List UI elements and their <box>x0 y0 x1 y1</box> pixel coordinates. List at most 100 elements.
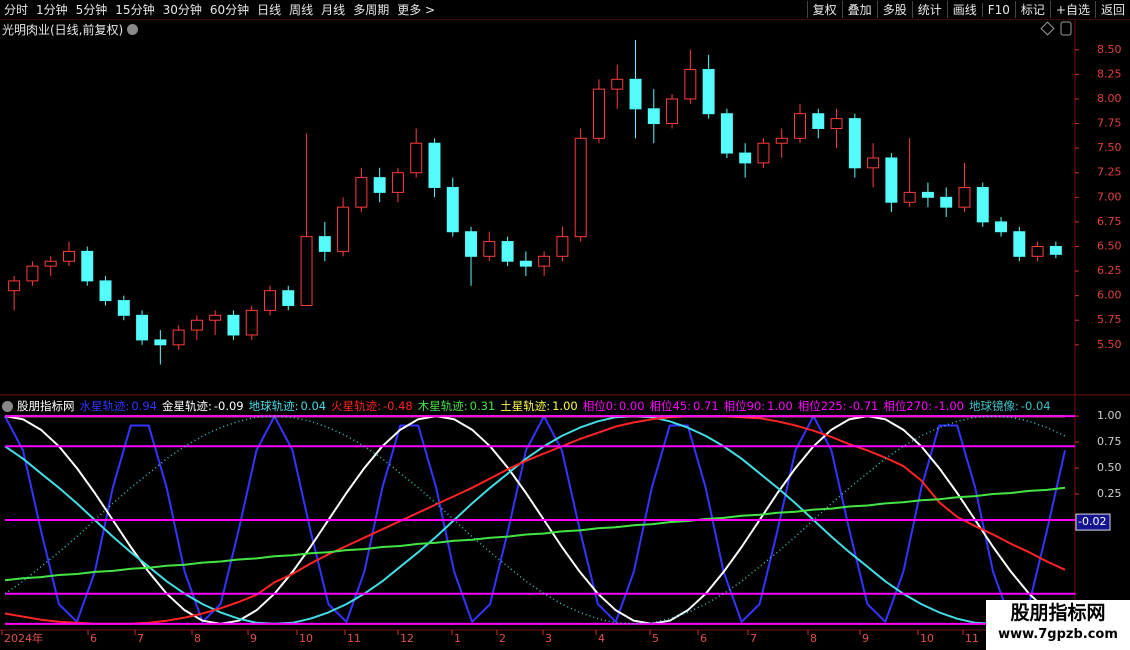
x-tick-label: 10 <box>299 632 313 645</box>
watermark: 股朋指标网 www.7gpzb.com <box>986 600 1130 650</box>
candle-body <box>391 172 404 193</box>
candle-body <box>739 152 752 164</box>
menu-icon[interactable] <box>2 400 13 412</box>
tool-button[interactable]: F10 <box>981 2 1015 17</box>
legend-value: -0.71 <box>848 399 879 413</box>
candle-body <box>830 118 843 129</box>
period-tab[interactable]: 30分钟 <box>162 3 202 17</box>
x-tick-label: 7 <box>137 632 144 645</box>
period-tab[interactable]: 月线 <box>321 3 346 17</box>
tool-button[interactable]: 标记 <box>1014 1 1050 18</box>
legend-value: 0.94 <box>131 399 157 413</box>
candle-body <box>775 137 788 144</box>
y-tick-label: 7.25 <box>1097 166 1122 179</box>
candle-body <box>209 314 222 321</box>
y-tick-label: 8.00 <box>1097 92 1122 105</box>
indicator-line <box>4 486 1066 582</box>
period-tab[interactable]: 分时 <box>4 3 29 17</box>
candle-body <box>264 290 276 311</box>
x-tick-label: 2024年 <box>4 631 43 645</box>
stock-title-row: 光明肉业(日线,前复权) <box>2 21 139 38</box>
y-tick-label: 8.50 <box>1097 43 1122 56</box>
period-tab[interactable]: 1分钟 <box>36 3 68 17</box>
y-tick-label: 1.00 <box>1097 409 1122 422</box>
candle-body <box>1031 245 1044 257</box>
watermark-url: www.7gpzb.com <box>998 627 1118 642</box>
toolbar: 分时 1分钟 5分钟 15分钟 30分钟 60分钟 日线 周线 月线 多周期 更多 > 复权 叠加 多股… <box>0 0 1130 20</box>
tool-button[interactable]: 复权 <box>806 1 842 18</box>
legend-name: 火星轨迹: <box>331 399 381 413</box>
candle-body <box>446 186 459 233</box>
candle-body <box>172 329 185 346</box>
candle-body <box>794 113 806 139</box>
candle-body <box>720 113 733 154</box>
candle-body <box>410 142 423 174</box>
tool-button[interactable]: +自选 <box>1049 1 1095 18</box>
period-tab[interactable]: 60分钟 <box>209 3 250 17</box>
candle-body <box>190 319 203 331</box>
x-tick-label: 3 <box>545 632 552 645</box>
x-tick-label: 11 <box>347 632 361 645</box>
candle-body <box>44 260 57 267</box>
y-tick-label: 7.00 <box>1097 190 1122 203</box>
legend-value: 0.31 <box>469 399 496 413</box>
x-tick-label: 10 <box>920 632 934 645</box>
tool-button[interactable]: 画线 <box>946 1 982 18</box>
period-tab[interactable]: 日线 <box>257 3 282 17</box>
legend-name: 木星轨迹: <box>417 399 468 413</box>
candle-body <box>300 236 313 306</box>
indicator-line <box>4 415 1066 625</box>
candle-body <box>373 177 386 193</box>
tool-buttons: 复权 叠加 多股 统计 画线 F10 标记 +自选 返回 <box>806 0 1130 19</box>
tool-button[interactable]: 叠加 <box>841 1 877 18</box>
tool-button[interactable]: 统计 <box>911 1 947 18</box>
candle-body <box>921 191 934 198</box>
legend-value: 1.00 <box>767 399 793 413</box>
legend-name: 相位225: <box>797 399 847 413</box>
legend-name: 相位90: <box>723 399 766 413</box>
candle-body <box>1013 231 1026 257</box>
x-tick-label: 12 <box>400 632 414 645</box>
candle-body <box>136 314 149 341</box>
x-tick-label: 2 <box>499 632 506 645</box>
diamond-icon[interactable] <box>1040 21 1055 36</box>
current-value-label: -0.02 <box>1078 515 1106 528</box>
y-tick-label: 0.50 <box>1097 461 1122 474</box>
y-tick-label: 8.25 <box>1097 67 1122 80</box>
legend-value: 0.04 <box>300 399 327 413</box>
y-tick-label: 5.50 <box>1097 338 1122 351</box>
candle-body <box>245 309 258 336</box>
menu-icon[interactable] <box>127 24 139 35</box>
tool-button[interactable]: 多股 <box>876 1 912 18</box>
legend-value: 1.00 <box>552 399 578 413</box>
y-tick-label: 5.75 <box>1097 313 1122 326</box>
period-tab[interactable]: 15分钟 <box>115 3 155 17</box>
period-tab[interactable]: 更多 > <box>397 3 436 17</box>
stock-title: 光明肉业(日线,前复权) <box>2 23 124 37</box>
watermark-name: 股朋指标网 <box>1010 602 1106 624</box>
x-tick-label: 7 <box>750 632 757 645</box>
indicator-line <box>4 415 1066 623</box>
x-tick-label: 11 <box>965 632 979 645</box>
candle-body <box>117 300 130 316</box>
x-tick-label: 6 <box>700 632 707 645</box>
x-tick-label: 1 <box>454 632 461 645</box>
x-tick-label: 9 <box>862 632 869 645</box>
candle-body <box>592 88 605 139</box>
legend-value: -0.48 <box>382 399 413 413</box>
tool-button[interactable]: 返回 <box>1094 1 1130 18</box>
candle-body <box>995 221 1008 233</box>
x-tick-label: 6 <box>90 632 97 645</box>
candle-body <box>958 186 971 208</box>
panel-icon[interactable] <box>1060 21 1072 36</box>
y-tick-label: 6.00 <box>1097 289 1122 302</box>
period-tab[interactable]: 多周期 <box>353 3 390 17</box>
period-tab[interactable]: 周线 <box>289 3 314 17</box>
period-tab[interactable]: 5分钟 <box>75 3 108 17</box>
candle-body <box>1049 245 1062 255</box>
y-tick-label: 6.25 <box>1097 264 1122 277</box>
candle-body <box>629 78 642 110</box>
candle-body <box>519 260 532 267</box>
y-tick-label: 6.50 <box>1097 239 1122 252</box>
